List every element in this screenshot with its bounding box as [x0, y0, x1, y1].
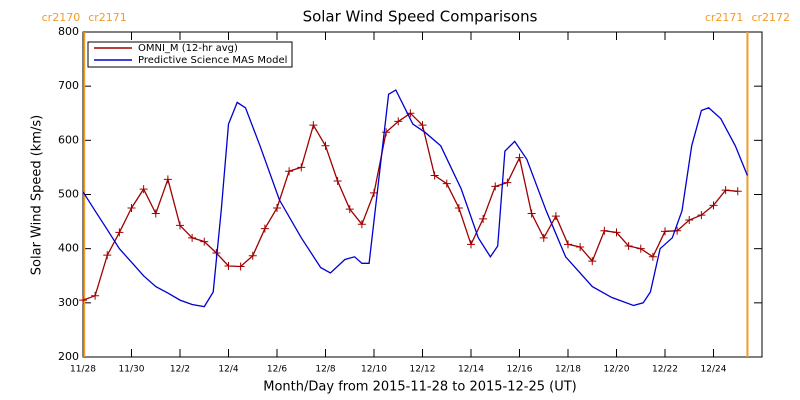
point-marker — [115, 228, 124, 237]
point-marker — [297, 163, 306, 172]
x-tick-label: 11/28 — [70, 365, 96, 375]
point-marker — [467, 240, 475, 249]
point-marker — [636, 244, 645, 253]
x-tick-label: 12/10 — [361, 365, 387, 375]
point-marker — [139, 185, 148, 194]
y-tick-label: 800 — [58, 25, 79, 38]
y-tick-label: 700 — [58, 79, 79, 92]
cr-label: cr2171 — [88, 11, 127, 24]
point-marker — [539, 233, 548, 242]
cr-label: cr2171 — [705, 11, 744, 24]
legend-label: OMNI_M (12-hr avg) — [138, 43, 238, 54]
y-tick-label: 300 — [58, 296, 79, 309]
y-tick-label: 600 — [58, 133, 79, 146]
point-marker — [248, 251, 257, 260]
point-marker — [551, 212, 560, 221]
x-tick-label: 12/24 — [701, 365, 727, 375]
point-marker — [648, 252, 657, 261]
cr-label: cr2172 — [751, 11, 790, 24]
point-marker — [127, 204, 136, 213]
point-marker — [176, 221, 184, 230]
x-tick-label: 11/30 — [119, 365, 145, 375]
point-marker — [442, 179, 451, 188]
point-marker — [430, 171, 439, 180]
point-marker — [273, 204, 281, 213]
y-tick-label: 200 — [58, 350, 79, 363]
point-marker — [418, 121, 427, 130]
cr-label: cr2170 — [42, 11, 81, 24]
point-marker — [285, 167, 294, 176]
point-marker — [79, 296, 87, 305]
x-tick-label: 12/12 — [410, 365, 436, 375]
legend-box — [87, 41, 293, 68]
point-marker — [685, 215, 694, 224]
chart-title: Solar Wind Speed Comparisons — [303, 8, 538, 26]
point-marker — [103, 251, 112, 260]
point-marker — [260, 224, 269, 233]
x-tick-label: 12/4 — [218, 365, 238, 375]
point-marker — [624, 241, 633, 250]
point-marker — [564, 240, 572, 249]
series-line — [82, 112, 738, 301]
point-marker — [733, 187, 742, 196]
point-marker — [479, 214, 488, 223]
point-marker — [91, 291, 100, 300]
point-marker — [357, 220, 366, 229]
x-tick-label: 12/6 — [267, 365, 287, 375]
point-marker — [576, 243, 585, 252]
x-tick-label: 12/8 — [315, 365, 335, 375]
point-marker — [321, 141, 330, 150]
plot-frame — [82, 31, 763, 358]
x-tick-label: 12/20 — [604, 365, 630, 375]
y-tick-label: 400 — [58, 242, 79, 255]
series-line — [82, 89, 749, 308]
point-marker — [382, 128, 391, 137]
y-tick-label: 500 — [58, 188, 79, 201]
point-marker — [491, 182, 500, 191]
point-marker — [224, 262, 233, 270]
x-tick-label: 12/18 — [555, 365, 581, 375]
point-marker — [721, 186, 730, 195]
point-marker — [709, 201, 718, 210]
y-axis-label: Solar Wind Speed (km/s) — [30, 115, 45, 275]
point-marker — [151, 209, 160, 218]
x-tick-label: 12/2 — [170, 365, 190, 375]
point-marker — [515, 153, 524, 162]
point-marker — [527, 209, 536, 218]
point-marker — [200, 237, 209, 246]
point-marker — [394, 117, 403, 126]
point-marker — [163, 175, 172, 184]
point-marker — [188, 233, 197, 242]
point-marker — [503, 178, 512, 187]
x-tick-label: 12/14 — [458, 365, 484, 375]
point-marker — [454, 204, 463, 213]
x-tick-label: 12/16 — [507, 365, 533, 375]
x-axis-label: Month/Day from 2015-11-28 to 2015-12-25 … — [263, 380, 576, 395]
point-marker — [309, 121, 318, 130]
point-marker — [612, 228, 621, 237]
point-marker — [345, 205, 354, 214]
legend-label: Predictive Science MAS Model — [138, 55, 287, 66]
point-marker — [236, 262, 245, 271]
point-marker — [333, 176, 342, 185]
point-marker — [600, 226, 609, 235]
point-marker — [697, 211, 706, 220]
x-tick-label: 12/22 — [652, 365, 678, 375]
point-marker — [661, 227, 669, 236]
point-marker — [588, 257, 597, 266]
